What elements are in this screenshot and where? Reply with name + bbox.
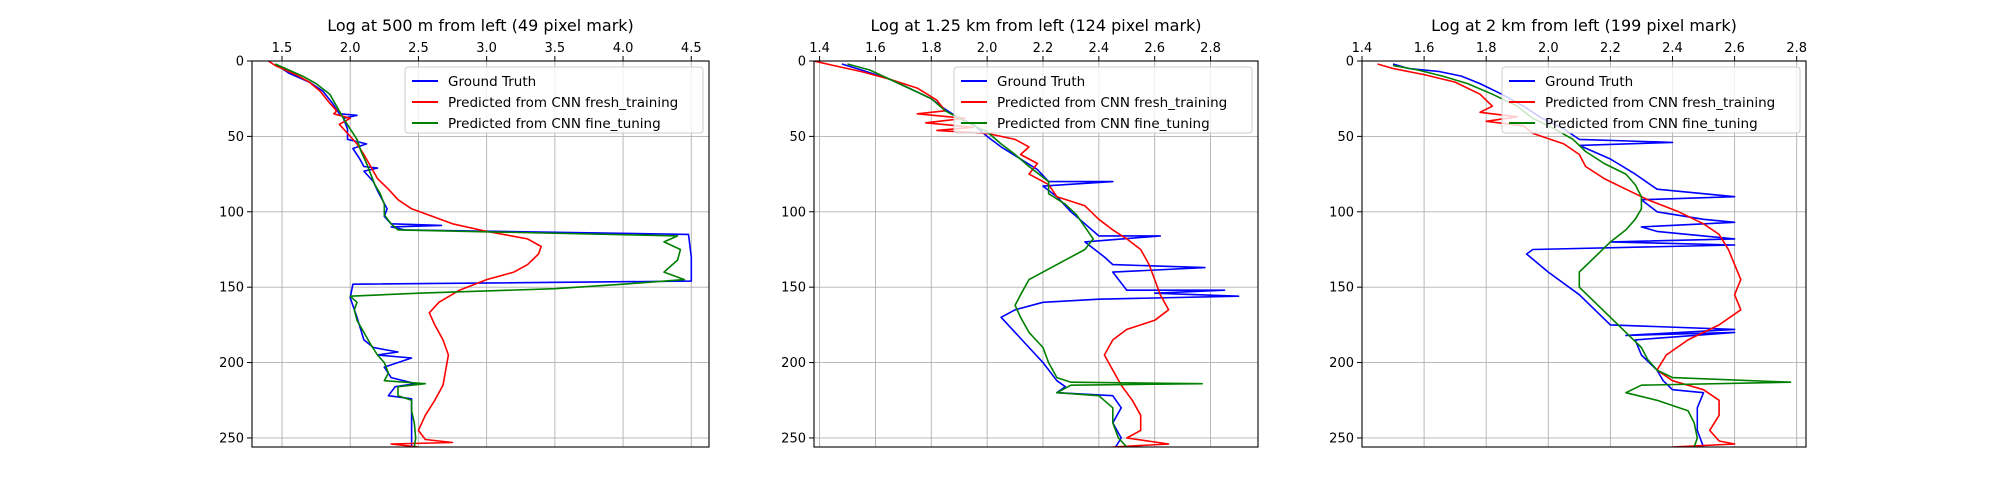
y-tick-label: 250 bbox=[781, 431, 806, 446]
y-tick-label: 150 bbox=[1329, 281, 1354, 296]
x-tick-label: 2.0 bbox=[1538, 41, 1559, 56]
x-tick-label: 1.8 bbox=[921, 41, 942, 56]
y-tick-label: 150 bbox=[781, 281, 806, 296]
chart-panel-1: 1.5 2.0 2.5 3.0 3.5 4.0 4.5 0 50 100 150 200 250 Log … bbox=[219, 16, 710, 448]
chart-title: Log at 1.25 km from left (124 pixel mark… bbox=[870, 16, 1201, 35]
legend-box bbox=[1501, 66, 1801, 134]
y-tick-label: 100 bbox=[781, 205, 806, 220]
x-tick-label: 2.2 bbox=[1600, 41, 1621, 56]
legend-box bbox=[404, 66, 704, 134]
y-tick-label: 100 bbox=[1329, 205, 1354, 220]
series-line-2 bbox=[814, 61, 1170, 447]
y-tick-label: 200 bbox=[1329, 356, 1354, 371]
chart-panel-2: 1.4 1.6 1.8 2.0 2.2 2.4 2.6 2.8 0 50 100 150 200 250 L… bbox=[781, 16, 1259, 448]
y-tick-label: 200 bbox=[781, 356, 806, 371]
legend-label: Predicted from CNN fine_tuning bbox=[448, 116, 661, 132]
y-tick-label: 100 bbox=[219, 205, 244, 220]
legend: Ground Truth Predicted from CNN fresh_tra… bbox=[953, 66, 1253, 134]
y-tick-label: 50 bbox=[1337, 130, 1354, 145]
y-tick-label: 0 bbox=[798, 55, 806, 70]
x-tick-label: 2.6 bbox=[1724, 41, 1745, 56]
x-tick-label: 1.6 bbox=[1414, 41, 1435, 56]
plot-frame bbox=[813, 60, 1259, 448]
chart-panel-3: 1.4 1.6 1.8 2.0 2.2 2.4 2.6 2.8 0 50 100 150 200 250 L… bbox=[1329, 16, 1807, 448]
legend-label: Predicted from CNN fresh_training bbox=[448, 95, 678, 111]
x-tick-label: 1.5 bbox=[272, 41, 293, 56]
y-tick-label: 150 bbox=[219, 281, 244, 296]
legend-label: Predicted from CNN fresh_training bbox=[997, 95, 1227, 111]
x-tick-label: 2.8 bbox=[1786, 41, 1807, 56]
y-tick-label: 50 bbox=[227, 130, 244, 145]
x-tick-label: 2.4 bbox=[1088, 41, 1109, 56]
x-tick-label: 3.0 bbox=[476, 41, 497, 56]
y-tick-label: 50 bbox=[789, 130, 806, 145]
x-tick-label: 2.2 bbox=[1033, 41, 1054, 56]
x-tick-label: 4.5 bbox=[681, 41, 702, 56]
y-tick-label: 200 bbox=[219, 356, 244, 371]
legend: Ground Truth Predicted from CNN fresh_tra… bbox=[404, 66, 704, 134]
x-tick-label: 2.8 bbox=[1200, 41, 1221, 56]
x-tick-label: 1.4 bbox=[809, 41, 830, 56]
legend-label: Predicted from CNN fresh_training bbox=[1545, 95, 1775, 111]
series-line-3 bbox=[274, 63, 686, 447]
x-tick-label: 2.4 bbox=[1662, 41, 1683, 56]
x-tick-label: 1.4 bbox=[1352, 41, 1373, 56]
chart-title: Log at 2 km from left (199 pixel mark) bbox=[1431, 16, 1737, 35]
legend-label: Predicted from CNN fine_tuning bbox=[997, 116, 1210, 132]
legend-label: Predicted from CNN fine_tuning bbox=[1545, 116, 1758, 132]
legend: Ground Truth Predicted from CNN fresh_tra… bbox=[1501, 66, 1801, 134]
y-tick-label: 0 bbox=[236, 55, 244, 70]
series-line-2 bbox=[1377, 63, 1742, 447]
chart-title: Log at 500 m from left (49 pixel mark) bbox=[327, 16, 634, 35]
legend-box bbox=[953, 66, 1253, 134]
x-tick-label: 4.0 bbox=[613, 41, 634, 56]
x-tick-label: 2.0 bbox=[340, 41, 361, 56]
legend-label: Ground Truth bbox=[1545, 74, 1633, 90]
plot-frame bbox=[251, 60, 710, 448]
x-tick-label: 2.0 bbox=[977, 41, 998, 56]
x-tick-label: 1.6 bbox=[865, 41, 886, 56]
x-tick-label: 1.8 bbox=[1476, 41, 1497, 56]
y-tick-label: 250 bbox=[1329, 431, 1354, 446]
x-tick-label: 2.5 bbox=[408, 41, 429, 56]
x-tick-label: 3.5 bbox=[545, 41, 566, 56]
x-tick-label: 2.6 bbox=[1144, 41, 1165, 56]
legend-label: Ground Truth bbox=[448, 74, 536, 90]
y-tick-label: 0 bbox=[1346, 55, 1354, 70]
legend-label: Ground Truth bbox=[997, 74, 1085, 90]
y-tick-label: 250 bbox=[219, 431, 244, 446]
plot-frame bbox=[1361, 60, 1807, 448]
